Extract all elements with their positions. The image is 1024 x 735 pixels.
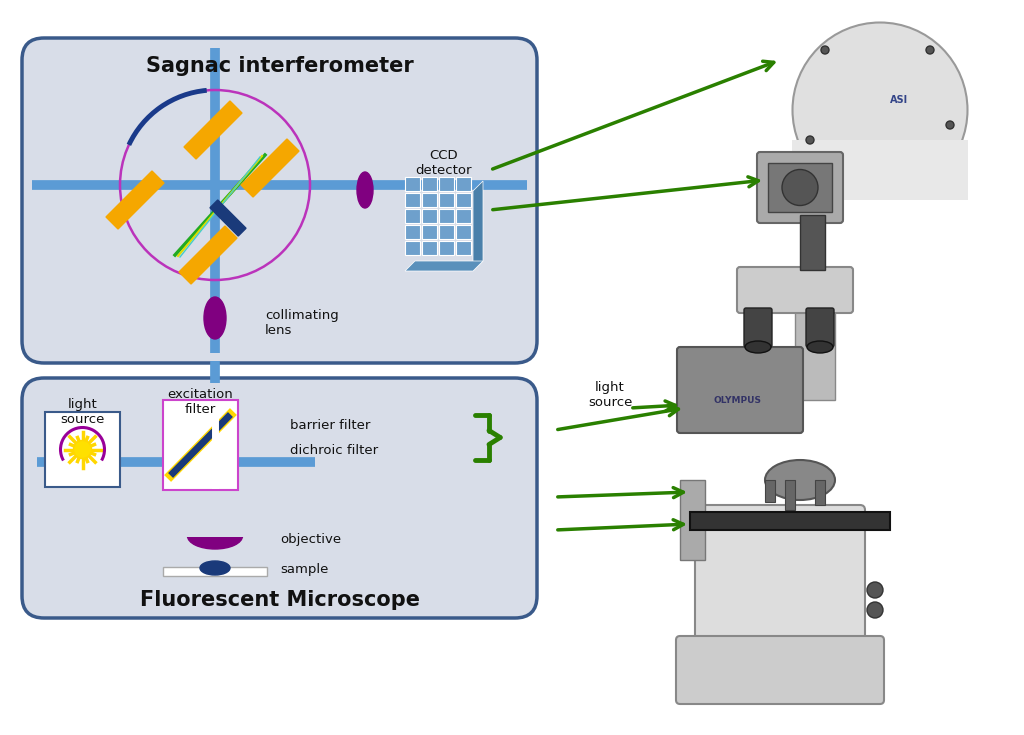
Ellipse shape [204, 297, 226, 339]
Ellipse shape [200, 561, 230, 575]
FancyBboxPatch shape [800, 215, 825, 270]
FancyBboxPatch shape [439, 177, 454, 191]
FancyBboxPatch shape [422, 241, 437, 255]
Text: barrier filter: barrier filter [290, 418, 371, 431]
FancyBboxPatch shape [677, 347, 803, 433]
Ellipse shape [187, 523, 243, 549]
FancyBboxPatch shape [690, 512, 890, 530]
FancyBboxPatch shape [792, 140, 968, 200]
FancyBboxPatch shape [422, 209, 437, 223]
FancyBboxPatch shape [45, 412, 120, 487]
FancyBboxPatch shape [456, 193, 471, 207]
FancyBboxPatch shape [22, 378, 537, 618]
FancyBboxPatch shape [456, 241, 471, 255]
FancyBboxPatch shape [406, 177, 420, 191]
Polygon shape [106, 171, 164, 229]
FancyBboxPatch shape [680, 480, 705, 560]
FancyBboxPatch shape [406, 225, 420, 239]
Polygon shape [406, 261, 483, 271]
Polygon shape [184, 101, 242, 159]
FancyBboxPatch shape [785, 480, 795, 510]
FancyBboxPatch shape [439, 241, 454, 255]
FancyBboxPatch shape [185, 522, 245, 537]
Ellipse shape [793, 23, 968, 198]
Circle shape [867, 582, 883, 598]
FancyBboxPatch shape [439, 193, 454, 207]
FancyBboxPatch shape [439, 225, 454, 239]
Text: objective: objective [280, 532, 341, 545]
FancyBboxPatch shape [765, 480, 775, 502]
Ellipse shape [765, 460, 835, 500]
Text: CCD
detector: CCD detector [416, 149, 472, 177]
Text: sample: sample [280, 564, 329, 576]
FancyBboxPatch shape [676, 636, 884, 704]
Ellipse shape [807, 341, 833, 353]
Text: OLYMPUS: OLYMPUS [713, 395, 761, 404]
Text: Fluorescent Microscope: Fluorescent Microscope [139, 590, 420, 610]
FancyBboxPatch shape [768, 163, 831, 212]
Circle shape [821, 46, 829, 54]
Text: dichroic filter: dichroic filter [290, 443, 378, 456]
Polygon shape [179, 226, 237, 284]
FancyBboxPatch shape [695, 505, 865, 645]
FancyBboxPatch shape [795, 310, 835, 400]
Polygon shape [241, 139, 299, 197]
FancyBboxPatch shape [456, 177, 471, 191]
FancyBboxPatch shape [456, 209, 471, 223]
FancyBboxPatch shape [815, 480, 825, 505]
Circle shape [806, 136, 814, 144]
FancyBboxPatch shape [422, 193, 437, 207]
Text: light
source: light source [60, 398, 104, 426]
FancyBboxPatch shape [737, 267, 853, 313]
FancyBboxPatch shape [456, 225, 471, 239]
Polygon shape [210, 200, 246, 236]
FancyBboxPatch shape [406, 209, 420, 223]
FancyBboxPatch shape [757, 152, 843, 223]
Circle shape [926, 46, 934, 54]
FancyBboxPatch shape [406, 241, 420, 255]
FancyBboxPatch shape [163, 567, 267, 576]
Polygon shape [473, 181, 483, 271]
FancyBboxPatch shape [744, 308, 772, 347]
FancyBboxPatch shape [422, 177, 437, 191]
Circle shape [946, 121, 954, 129]
Text: Sagnac interferometer: Sagnac interferometer [145, 56, 414, 76]
FancyBboxPatch shape [806, 308, 834, 347]
Text: collimating
lens: collimating lens [265, 309, 339, 337]
Circle shape [74, 440, 91, 459]
FancyBboxPatch shape [22, 38, 537, 363]
FancyBboxPatch shape [163, 400, 238, 490]
Ellipse shape [745, 341, 771, 353]
Text: excitation
filter: excitation filter [168, 388, 233, 416]
FancyBboxPatch shape [422, 225, 437, 239]
Circle shape [867, 602, 883, 618]
Circle shape [782, 170, 818, 206]
FancyBboxPatch shape [439, 209, 454, 223]
Text: ASI: ASI [890, 95, 908, 105]
FancyBboxPatch shape [406, 193, 420, 207]
Ellipse shape [357, 172, 373, 208]
Text: light
source: light source [588, 381, 632, 409]
